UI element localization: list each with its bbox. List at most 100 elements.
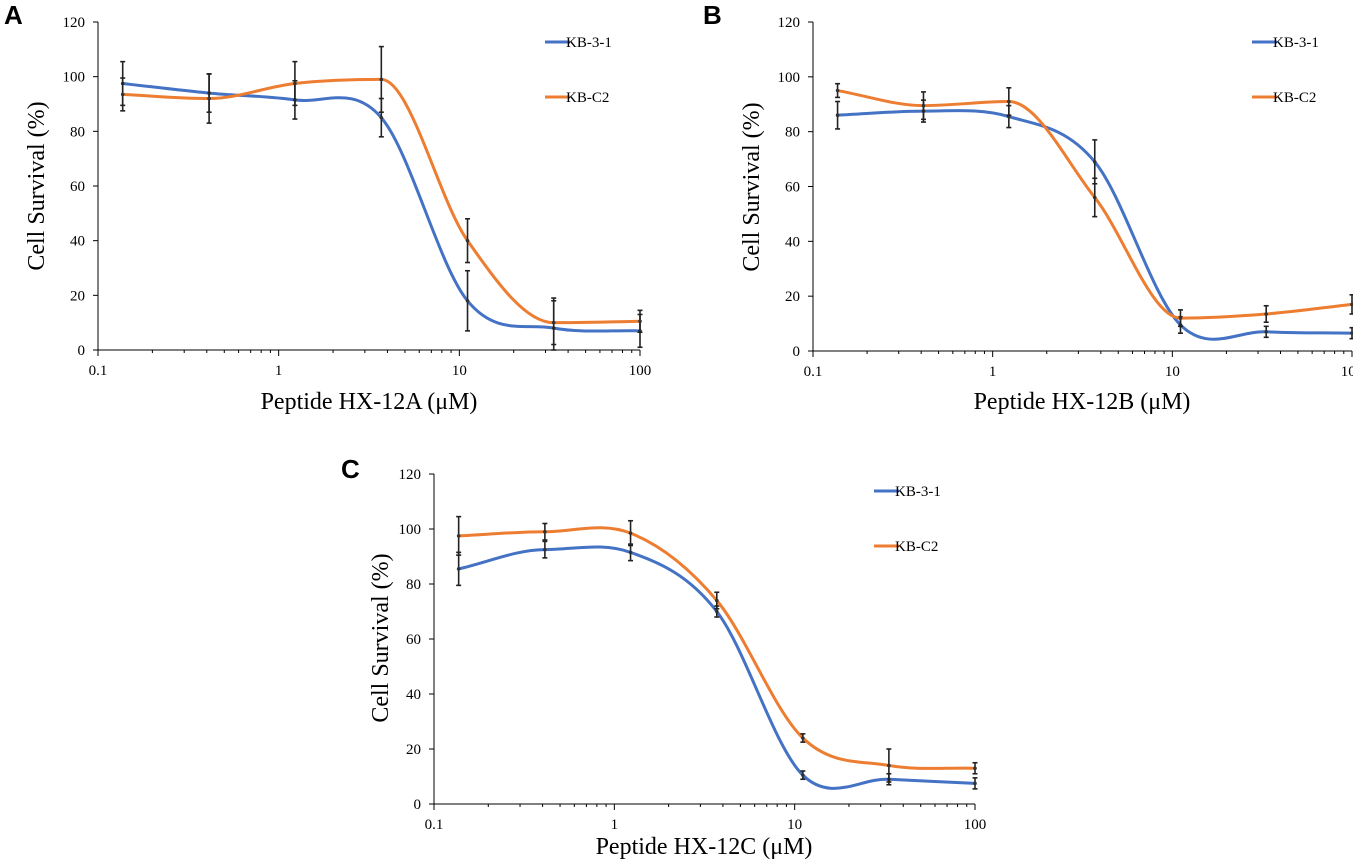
panel-c-y-tick-label: 60 (406, 632, 421, 648)
panel-b-series-kb-c2-error-bar (1263, 304, 1269, 324)
panel-a-x-tick-label: 10 (452, 363, 467, 379)
panel-c-legend-kb-3-1-label: KB-3-1 (895, 484, 941, 500)
panel-a-series (120, 45, 643, 351)
panel-b-series-kb-3-1-point (1350, 331, 1353, 335)
panel-a-series-kb-c2-point (465, 238, 470, 243)
panel-b-y-tick-label: 40 (785, 234, 800, 250)
panel-c-series-kb-c2-point (456, 534, 461, 538)
panel-b-series-kb-3-1-error-bar (835, 100, 841, 130)
panel-b-y-tick-label: 120 (778, 15, 801, 31)
panel-a-y-tick-label: 60 (70, 179, 85, 195)
panel-b-series-kb-c2-point (1007, 99, 1011, 104)
panel-a-series-kb-c2-error-bar (637, 309, 643, 334)
panel-c-series (456, 515, 978, 790)
panel-a-series-kb-c2-point (551, 320, 556, 325)
panel-a: A Cell Survival (%) Peptide HX-12A (μM) … (4, 0, 651, 415)
panel-b-x-tick-label: 10 (1165, 364, 1180, 380)
panel-c-series-kb-3-1-point (714, 609, 719, 614)
panel-c-series-kb-c2-point (887, 763, 891, 768)
panel-a-legend: KB-3-1 KB-C2 (545, 35, 612, 106)
panel-c-series-kb-c2-error-bar (800, 733, 806, 743)
panel-label-b: B (703, 0, 722, 30)
panel-a-series-kb-3-1-point (465, 299, 470, 303)
panel-c-series-kb-c2-line (457, 526, 977, 770)
panel-b-series-kb-c2-point (1092, 195, 1097, 200)
panel-label-a: A (4, 0, 23, 30)
panel-a-axes: 0 20 40 60 80 100 120 0.1 1 10 100 (63, 15, 652, 379)
panel-b-series-kb-3-1-point (1092, 160, 1097, 164)
panel-a-series-kb-c2-error-bar (120, 77, 126, 112)
panel-a-y-tick-label: 100 (63, 70, 86, 86)
panel-b-series-kb-c2-error-bar (920, 91, 926, 121)
panel-a-y-tick-label: 0 (78, 343, 86, 359)
panel-c-series-kb-3-1-error-bar (972, 777, 978, 790)
panel-b-series-kb-c2-point (1178, 316, 1183, 320)
panel-b-series-kb-c2-error-bar (1092, 177, 1098, 218)
panel-a-x-tick-label: 1 (275, 363, 283, 379)
panel-a-x-tick-label: 0.1 (89, 363, 108, 379)
panel-a-series-kb-c2-error-bar (465, 218, 471, 264)
panel-b-legend-kb-c2-label: KB-C2 (1273, 90, 1316, 106)
panel-b-x-tick-label: 0.1 (804, 364, 823, 380)
panel-a-series-kb-c2-error-bar (206, 73, 212, 124)
panel-b-legend: KB-3-1 KB-C2 (1252, 35, 1319, 106)
panel-b-y-tick-label: 20 (785, 289, 800, 305)
panel-c-y-tick-label: 40 (406, 687, 421, 703)
panel-c-series-kb-c2-point (801, 736, 805, 740)
panel-a-y-tick-label: 80 (70, 124, 85, 140)
panel-b-series-kb-c2-point (1264, 312, 1268, 316)
panel-b-x-tick-label: 100 (1341, 364, 1353, 380)
panel-a-legend-kb-c2-label: KB-C2 (566, 90, 609, 106)
panel-c-series-kb-c2-error-bar (542, 522, 548, 541)
panel-a-series-kb-c2-point (379, 77, 384, 82)
panel-a-series-kb-3-1-point (379, 115, 384, 120)
panel-c-series-kb-c2-error-bar (456, 515, 462, 556)
panel-c-x-tick-label: 1 (611, 817, 619, 833)
panel-b-series-kb-3-1-error-bar (1263, 325, 1269, 339)
panel-c-y-tick-label: 0 (414, 797, 422, 813)
panel-c-series-kb-3-1-error-bar (542, 540, 548, 559)
panel-b-series-kb-c2-error-bar (1177, 309, 1183, 328)
panel-c-series-kb-c2-error-bar (972, 761, 978, 775)
panel-c-series-kb-c2-error-bar (628, 519, 634, 547)
panel-b-y-tick-label: 100 (778, 70, 801, 86)
panel-c-legend: KB-3-1 KB-C2 (874, 484, 941, 555)
panel-b-series (835, 82, 1353, 341)
panel-c-xlabel: Peptide HX-12C (μM) (596, 834, 813, 860)
panel-c-series-kb-c2-error-bar (714, 591, 720, 610)
panel-a-y-tick-label: 120 (63, 15, 86, 31)
panel-b-series-kb-3-1-point (835, 113, 840, 118)
panel-c-series-kb-3-1-point (628, 550, 633, 555)
panel-b: B Cell Survival (%) Peptide HX-12B (μM) … (703, 0, 1353, 415)
panel-b-series-kb-c2-point (1350, 302, 1353, 307)
panel-b-series-kb-3-1-error-bar (1349, 326, 1353, 340)
panel-label-c: C (341, 454, 360, 484)
panel-b-ylabel: Cell Survival (%) (739, 102, 765, 271)
panel-a-series-kb-c2-error-bar (551, 299, 557, 346)
panel-b-series-kb-c2-point (921, 103, 926, 108)
panel-c-series-kb-c2-point (543, 529, 547, 534)
panel-c-series-kb-3-1-point (543, 547, 547, 552)
panel-c-series-kb-c2-point (973, 766, 977, 771)
panel-c-ylabel: Cell Survival (%) (368, 553, 394, 722)
panel-a-series-kb-c2-point (638, 319, 642, 324)
panel-b-y-tick-label: 80 (785, 125, 800, 141)
panel-c-series-kb-3-1-point (973, 781, 977, 786)
panel-a-ylabel: Cell Survival (%) (24, 101, 50, 270)
panel-c-y-tick-label: 120 (399, 467, 422, 483)
panel-b-y-tick-label: 0 (793, 344, 801, 360)
panel-c-x-tick-label: 100 (964, 817, 987, 833)
panel-a-series-kb-3-1-error-bar (465, 269, 471, 332)
panel-a-legend-kb-3-1-label: KB-3-1 (566, 35, 612, 51)
panel-c-y-tick-label: 100 (399, 522, 422, 538)
panel-c-series-kb-c2-point (714, 598, 719, 603)
panel-b-series-kb-c2-error-bar (1006, 87, 1012, 117)
panel-b-series-kb-3-1-point (1264, 330, 1268, 334)
panel-b-y-tick-label: 60 (785, 180, 800, 196)
panel-b-axes: 0 20 40 60 80 100 120 0.1 1 10 100 (778, 15, 1353, 380)
panel-c-series-kb-c2-error-bar (886, 748, 892, 783)
panel-c-x-tick-label: 0.1 (425, 817, 444, 833)
panel-a-series-kb-c2-error-bar (292, 60, 298, 107)
panel-c-series-kb-3-1-line (457, 545, 977, 790)
